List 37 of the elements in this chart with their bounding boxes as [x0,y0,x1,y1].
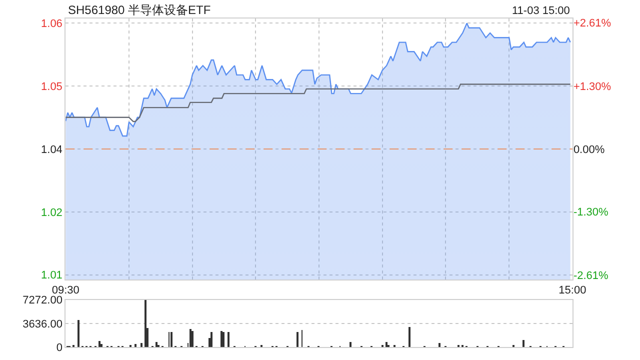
y-tick-label: 1.04 [41,144,62,156]
bar [170,332,173,347]
line-series [66,84,571,122]
bar [222,332,225,347]
bar [220,330,223,347]
bar [192,330,194,347]
y2-tick-label: 0.00% [573,144,605,156]
bar [98,340,101,347]
bar [522,340,525,347]
bar [210,332,213,347]
y2-tick-label: -1.30% [573,206,609,219]
y2-tick-label: +2.61% [573,18,612,30]
bar [134,344,137,347]
bar [296,332,299,347]
text: 11-03 15:00 [512,5,570,17]
x-tick-label: 09:30 [52,284,80,297]
bar [190,328,192,347]
bar [140,342,143,347]
bar [156,342,158,347]
y-tick-label: 3636.00 [22,318,62,330]
bar [350,342,352,347]
y-tick-label: 7272.00 [22,294,62,307]
y2-tick-label: -2.61% [573,270,609,282]
chart-title: SH561980 半导体设备ETF [68,3,211,17]
y2-tick-label: +1.30% [573,81,612,94]
y-tick-label: 1.05 [41,80,62,93]
y-tick-label: 1.01 [41,270,62,282]
bar [228,332,230,347]
bar [438,342,441,347]
x-tick-label: 15:00 [558,284,586,297]
bar [386,342,388,347]
bar [408,326,411,347]
y-tick-label: 1.06 [41,18,62,30]
bar [78,320,80,347]
y-tick-label: 1.02 [41,206,62,219]
y-tick-label: 0 [56,342,62,354]
bar [100,344,103,347]
